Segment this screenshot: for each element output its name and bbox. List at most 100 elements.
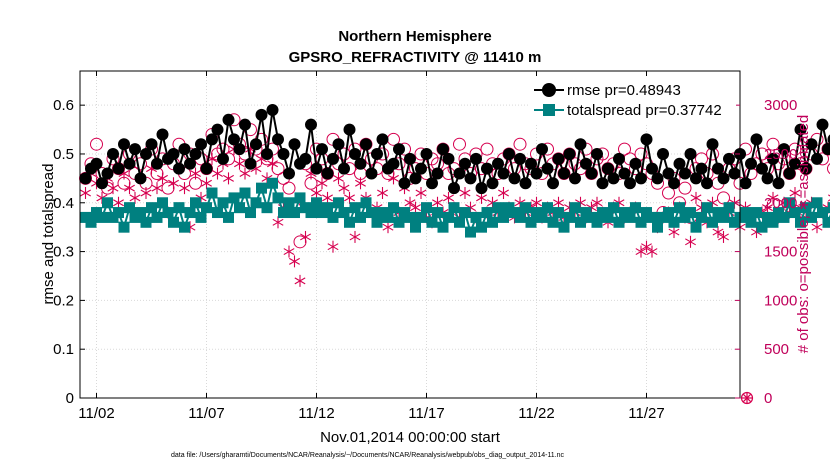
totalspread-point — [745, 216, 757, 228]
asterisk-stroke — [146, 165, 157, 173]
x-tick-label: 11/12 — [298, 405, 334, 422]
rmse-point — [437, 143, 449, 156]
totalspread-point — [542, 202, 553, 214]
totalspread-point — [140, 216, 152, 228]
totalspread-point — [190, 197, 201, 209]
rmse-point — [772, 177, 785, 190]
rmse-point — [365, 167, 378, 180]
totalspread-point — [217, 197, 229, 209]
totalspread-point — [157, 197, 168, 209]
totalspread-point — [113, 207, 124, 219]
rmse-point — [387, 157, 400, 170]
totalspread-point — [751, 207, 762, 219]
rmse-point — [701, 177, 713, 190]
totalspread-point — [206, 187, 218, 199]
rmse-point — [118, 138, 130, 151]
rmse-point — [750, 133, 763, 146]
rmse-point — [299, 152, 312, 165]
rmse-point — [585, 167, 598, 180]
rmse-point — [459, 157, 471, 170]
totalspread-point — [96, 211, 108, 223]
zero-obs-circle-marker — [740, 391, 754, 405]
rmse-point — [492, 157, 504, 170]
totalspread-point — [432, 207, 443, 219]
assimilated-obs-point — [201, 177, 212, 190]
rmse-point — [288, 138, 301, 151]
totalspread-point — [151, 211, 163, 223]
asterisk-stroke — [107, 184, 119, 192]
assimilated-obs-point — [212, 167, 223, 180]
asterisk-stroke — [377, 189, 388, 197]
rmse-point — [778, 143, 790, 156]
totalspread-point — [454, 216, 465, 228]
rmse-point — [151, 157, 163, 170]
assimilated-obs-point — [459, 187, 471, 200]
totalspread-point — [800, 202, 812, 214]
totalspread-point — [267, 177, 278, 189]
y-tick-label-left: 0.5 — [53, 146, 74, 163]
x-tick-label: 11/02 — [78, 405, 114, 422]
assimilated-obs-point — [591, 196, 603, 209]
rmse-point — [442, 152, 455, 165]
asterisk-stroke — [553, 199, 564, 207]
rmse-point — [569, 172, 581, 185]
totalspread-point — [388, 202, 399, 214]
asterisk-stroke — [743, 394, 751, 402]
totalspread-point — [674, 202, 685, 214]
totalspread-point — [349, 202, 361, 214]
assimilated-obs-point — [344, 191, 355, 204]
y-tick-label-right: 3000 — [764, 97, 797, 114]
rmse-point — [349, 147, 361, 160]
rmse-point — [239, 118, 251, 131]
totalspread-point — [492, 202, 504, 214]
rmse-point — [574, 138, 587, 151]
rmse-point — [745, 157, 757, 170]
totalspread-point — [608, 202, 619, 214]
legend: rmse pr=0.48943 totalspread pr=0.37742 — [528, 77, 736, 123]
rmse-point — [195, 138, 207, 151]
assimilated-obs-point — [140, 187, 152, 200]
totalspread-point — [536, 211, 548, 223]
chart-subtitle: GPSRO_REFRACTIVITY @ 11410 m — [289, 49, 542, 66]
totalspread-point — [448, 202, 460, 214]
asterisk-stroke — [168, 179, 179, 187]
rmse-point — [134, 172, 147, 185]
totalspread-point — [338, 207, 350, 219]
asterisk-stroke — [410, 204, 421, 212]
assimilated-obs-point — [377, 187, 388, 200]
totalspread-point — [234, 202, 245, 214]
totalspread-point — [289, 207, 300, 219]
rmse-point — [712, 162, 724, 175]
rmse-point — [123, 157, 136, 170]
totalspread-point — [646, 211, 658, 223]
totalspread-point — [272, 192, 284, 204]
rmse-point — [305, 118, 317, 131]
x-tick-label: 11/17 — [408, 405, 444, 422]
totalspread-point — [476, 221, 487, 233]
x-axis-label: Nov.01,2014 00:00:00 start — [320, 429, 501, 446]
possible-obs-point — [827, 163, 830, 175]
x-tick-label: 11/22 — [518, 405, 554, 422]
possible-obs-point — [453, 137, 466, 151]
totalspread-point — [228, 192, 240, 204]
assimilated-obs-point — [685, 235, 696, 248]
asterisk-stroke — [712, 228, 724, 236]
totalspread-point — [135, 207, 146, 219]
totalspread-point — [685, 207, 696, 219]
totalspread-point — [718, 211, 729, 223]
rmse-point — [107, 147, 119, 160]
rmse-point — [767, 152, 779, 165]
assimilated-obs-point — [80, 187, 91, 200]
rmse-point — [805, 138, 818, 151]
totalspread-point — [575, 216, 586, 228]
rmse-point — [618, 167, 631, 180]
rmse-point — [514, 152, 526, 165]
assimilated-obs-point — [272, 216, 284, 229]
rmse-point — [277, 147, 290, 160]
rmse-point — [800, 162, 812, 175]
y-axis-label-right: # of obs: o=possible; ∗=assimilated — [795, 115, 812, 354]
rmse-point — [420, 147, 433, 160]
asterisk-stroke — [668, 228, 680, 236]
y-tick-label-left: 0.1 — [53, 341, 74, 358]
